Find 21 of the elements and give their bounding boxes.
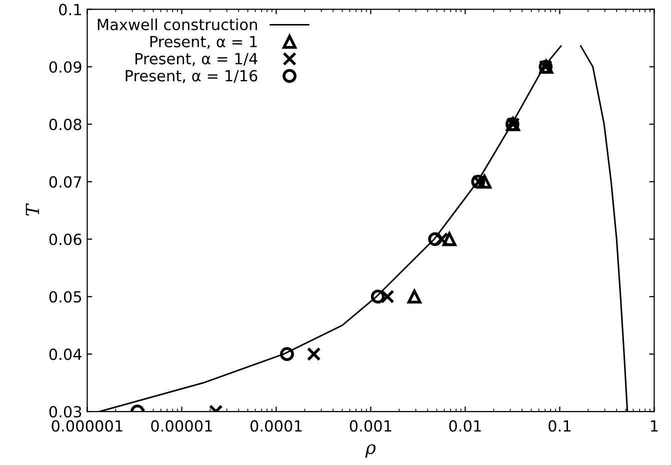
y-tick-label: 0.1	[59, 4, 81, 16]
y-tick-label: 0.08	[49, 118, 82, 130]
x-tick-label: 0.00001	[151, 420, 212, 432]
y-tick-label: 0.03	[49, 406, 82, 418]
x-tick-label: 0.001	[350, 420, 392, 432]
legend-label: Maxwell construction	[98, 18, 257, 30]
legend-label: Present, α = 1	[150, 36, 257, 49]
y-tick-label: 0.06	[49, 234, 82, 246]
y-tick-label: 0.07	[49, 176, 82, 188]
x-tick-label: 0.0001	[250, 420, 302, 432]
y-tick-label: 0.09	[49, 61, 82, 73]
y-tick-label: 0.05	[49, 291, 82, 303]
x-tick-label: 1	[651, 420, 658, 432]
x-tick-label: 0.1	[548, 420, 570, 432]
legend-label: Present, α = 1/4	[136, 53, 258, 66]
x-tick-label: 0.01	[449, 420, 481, 432]
x-axis-title: ρ	[365, 444, 376, 458]
x-tick-label: 0.000001	[52, 420, 122, 432]
y-axis-title: T	[26, 203, 40, 216]
legend-label: Present, α = 1/16	[126, 70, 258, 84]
y-tick-label: 0.04	[49, 348, 82, 360]
